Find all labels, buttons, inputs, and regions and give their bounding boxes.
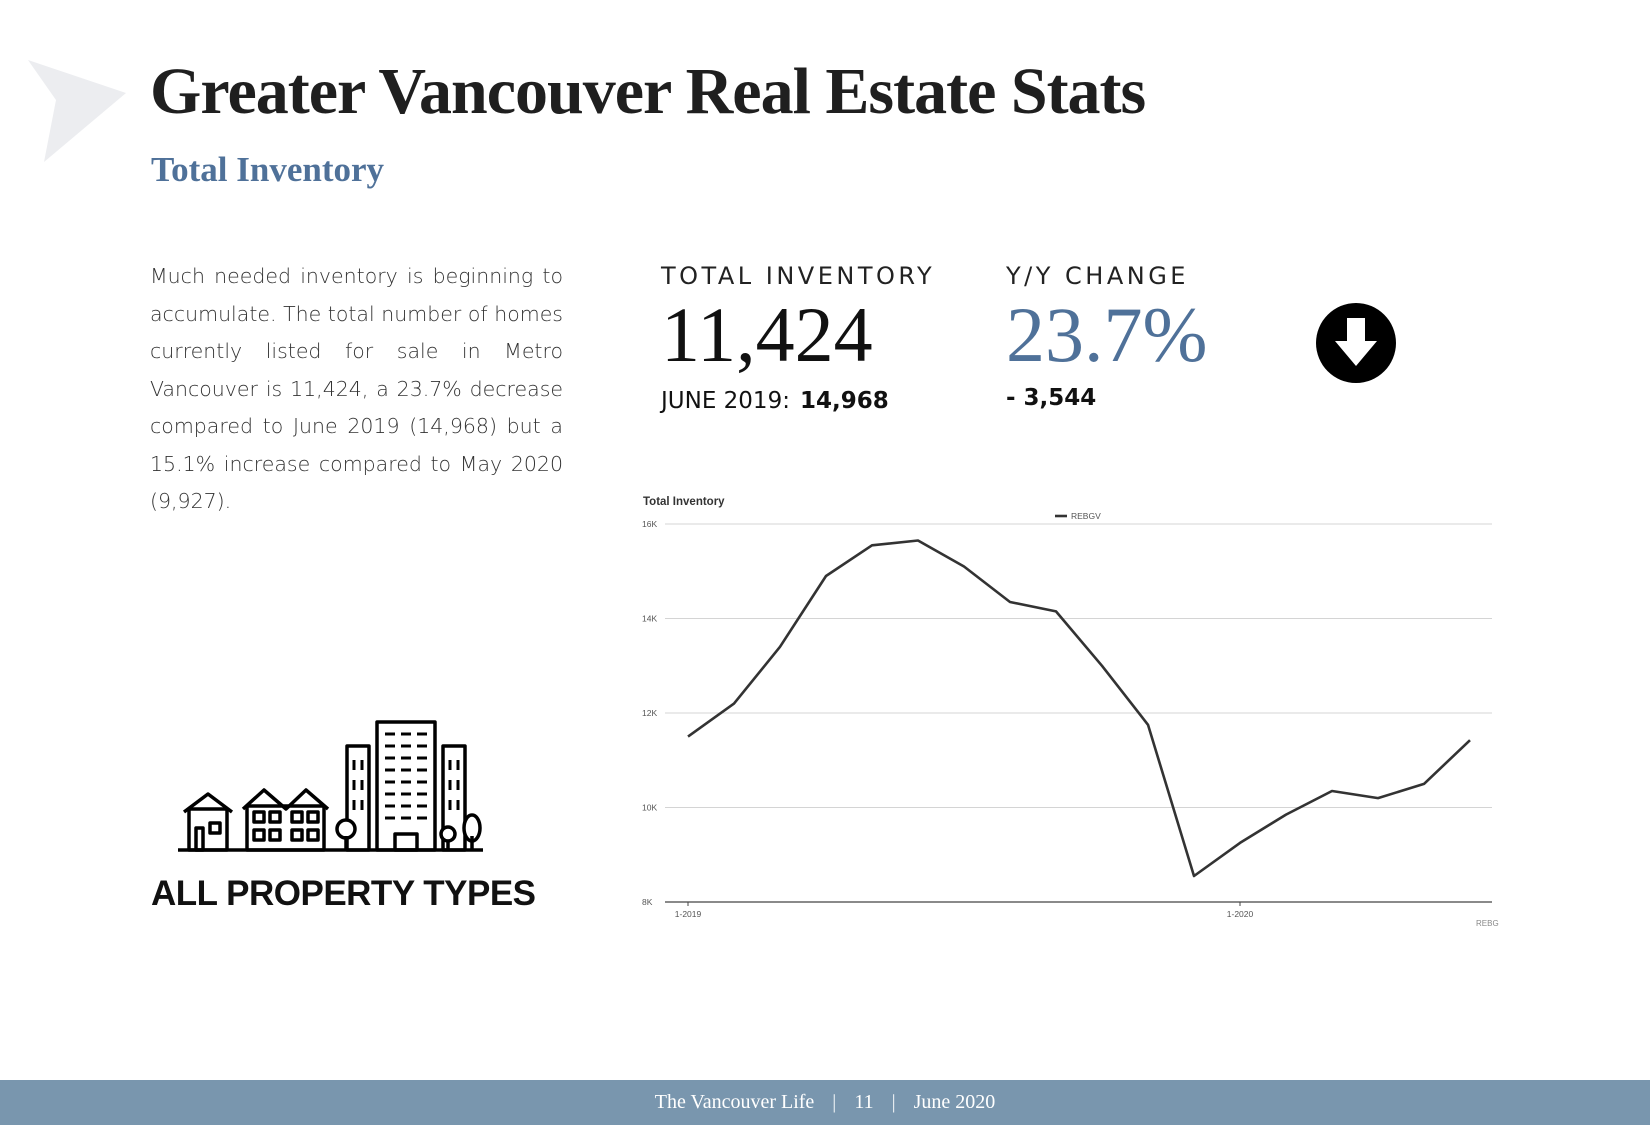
inventory-line-chart: Total Inventory 8K 10K 12K 14K 16K 1-2019 1-202… <box>642 496 1499 926</box>
x-tick-label: 1-2019 <box>675 909 702 919</box>
y-tick-label: 8K <box>642 897 653 907</box>
summary-paragraph: Much needed inventory is beginning to ac… <box>150 264 563 513</box>
footer-separator: | <box>832 1091 837 1113</box>
page-subtitle: Total Inventory <box>151 150 385 189</box>
total-inventory-label: TOTAL INVENTORY <box>661 262 936 290</box>
property-types-label: ALL PROPERTY TYPES <box>151 874 536 913</box>
chart-title: Total Inventory <box>643 496 725 508</box>
buildings-icon <box>178 720 483 852</box>
compare-label: JUNE 2019: <box>661 388 790 414</box>
compare-value: 14,968 <box>799 388 889 414</box>
yy-change-value: 23.7% <box>1006 291 1208 378</box>
source-note: REBG <box>1476 919 1499 926</box>
yy-change-delta: - 3,544 <box>1006 385 1096 411</box>
y-tick-label: 12K <box>642 708 657 718</box>
footer-publication: The Vancouver Life <box>654 1091 815 1113</box>
footer-separator: | <box>891 1091 896 1113</box>
total-inventory-compare: JUNE 2019: 14,968 <box>661 388 889 414</box>
y-tick-label: 16K <box>642 519 657 529</box>
y-tick-label: 10K <box>642 803 657 813</box>
arrow-down-circle-icon <box>1316 303 1396 383</box>
footer-page-number: 11 <box>854 1091 874 1113</box>
y-tick-label: 14K <box>642 614 657 624</box>
decorative-arrow-icon <box>28 60 126 162</box>
footer-bar: The Vancouver Life | 11 | June 2020 <box>0 1080 1650 1125</box>
x-tick-label: 1-2020 <box>1227 909 1254 919</box>
total-inventory-value: 11,424 <box>661 291 873 378</box>
series-line-rebgv <box>687 539 1471 878</box>
delta-value: - 3,544 <box>1006 385 1097 411</box>
footer-date: June 2020 <box>913 1091 996 1113</box>
yy-change-label: Y/Y CHANGE <box>1006 262 1189 290</box>
page-title: Greater Vancouver Real Estate Stats <box>150 55 1146 128</box>
legend-label: REBGV <box>1071 511 1101 521</box>
